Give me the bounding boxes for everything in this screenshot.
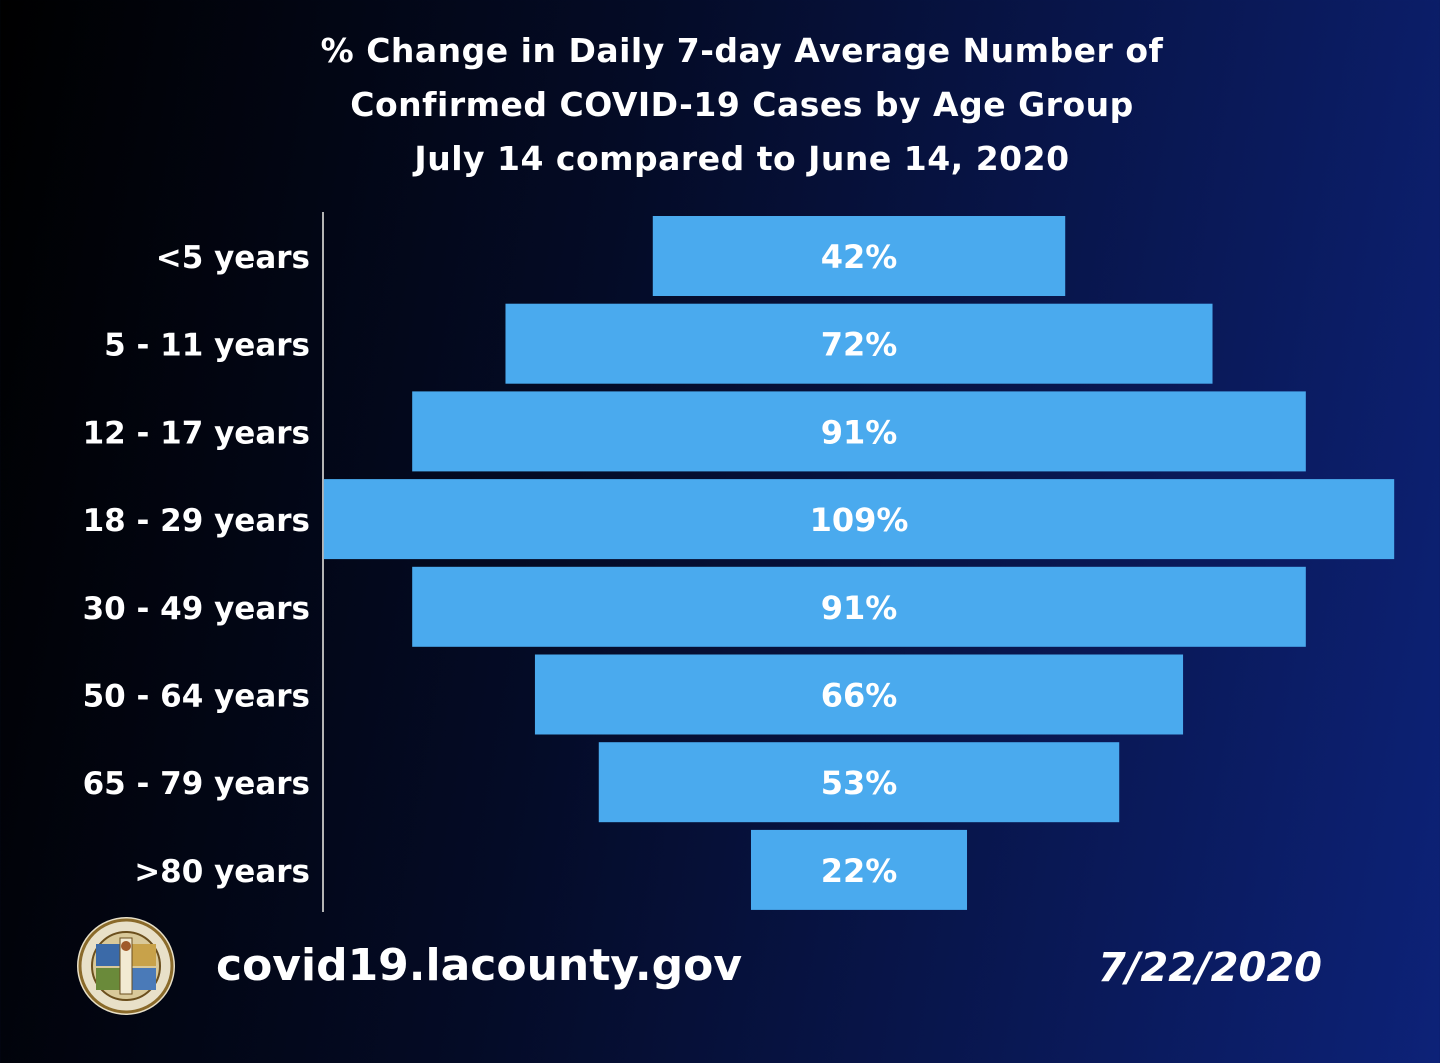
website-link[interactable]: covid19.lacounty.gov xyxy=(216,940,743,991)
report-date: 7/22/2020 xyxy=(1097,945,1322,991)
category-label-2: 12 - 17 years xyxy=(83,415,310,451)
category-label-3: 18 - 29 years xyxy=(83,503,310,539)
bar-1 xyxy=(505,303,1213,384)
bar-value-label-0: 42% xyxy=(821,238,898,276)
category-label-4: 30 - 49 years xyxy=(83,591,310,627)
category-label-7: >80 years xyxy=(134,854,310,890)
bar-7 xyxy=(750,829,968,910)
bar-value-label-5: 66% xyxy=(821,677,898,715)
county-seal-icon xyxy=(77,917,175,1015)
category-label-5: 50 - 64 years xyxy=(83,679,310,715)
category-label-1: 5 - 11 years xyxy=(104,328,310,364)
bar-0 xyxy=(652,216,1066,296)
bar-5 xyxy=(534,654,1184,735)
category-label-0: <5 years xyxy=(156,240,310,276)
bar-value-label-6: 53% xyxy=(821,764,898,802)
bar-6 xyxy=(598,742,1120,823)
chart-title-line-2: Confirmed COVID-19 Cases by Age Group xyxy=(350,85,1134,124)
category-label-6: 65 - 79 years xyxy=(83,766,310,802)
bar-4 xyxy=(412,566,1306,647)
chart-title-line-1: % Change in Daily 7-day Average Number o… xyxy=(320,31,1164,70)
bar-value-label-3: 109% xyxy=(810,501,909,539)
bar-value-label-7: 22% xyxy=(821,852,898,890)
bar-value-label-4: 91% xyxy=(821,589,898,627)
chart-title-line-3: July 14 compared to June 14, 2020 xyxy=(414,139,1070,178)
bar-3 xyxy=(323,479,1395,560)
chart-title: % Change in Daily 7-day Average Number o… xyxy=(0,24,1440,186)
bar-value-label-2: 91% xyxy=(821,413,898,451)
bars-group: 42% <5 years 72% 5 - 11 years 91% 12 - 17 yea… xyxy=(83,216,1395,910)
bar-2 xyxy=(412,391,1306,472)
bar-value-label-1: 72% xyxy=(821,326,898,364)
